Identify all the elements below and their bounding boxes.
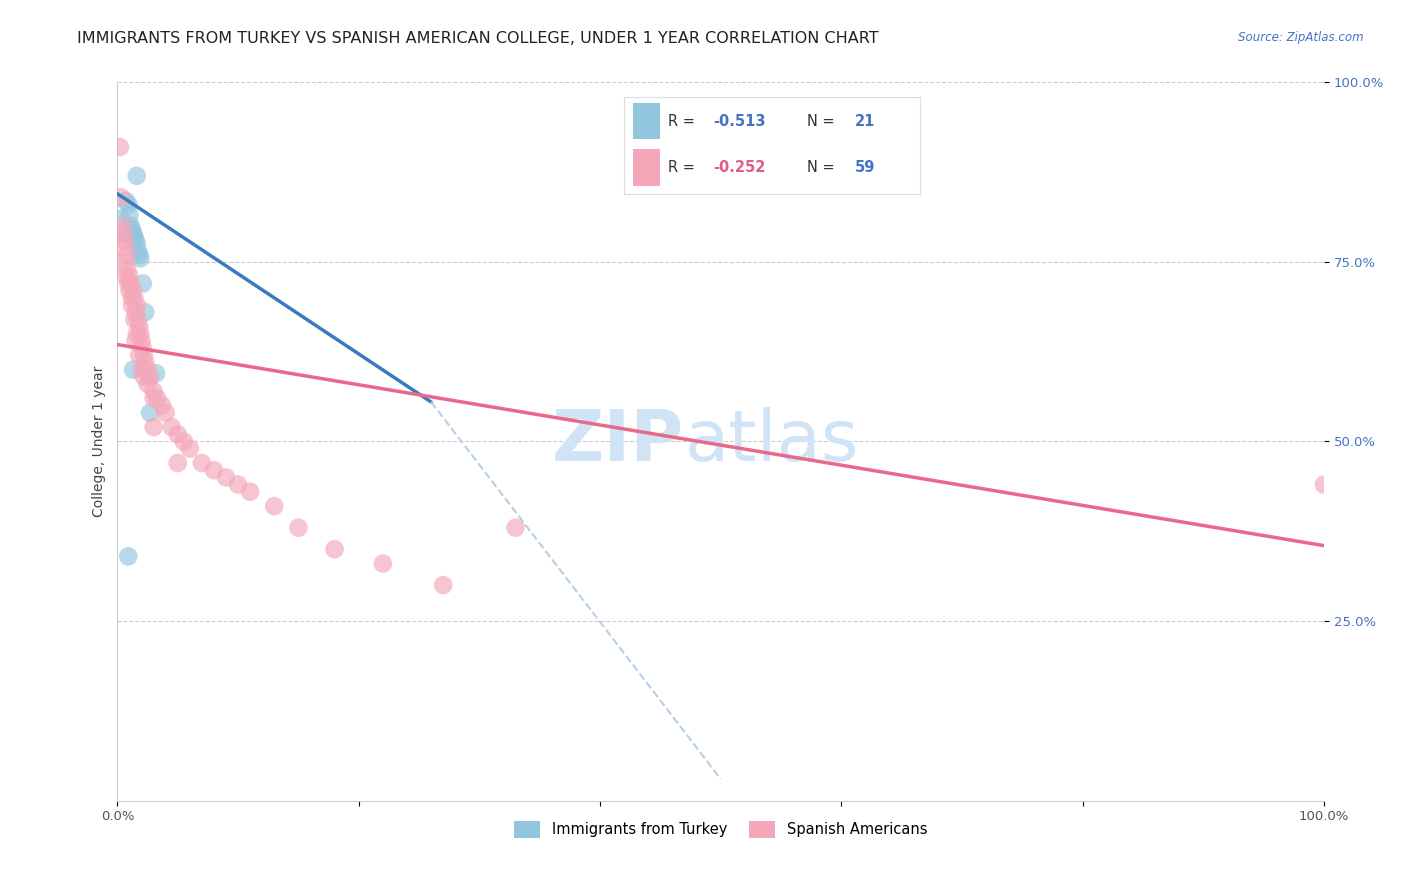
Point xyxy=(132,277,155,291)
Point xyxy=(115,194,138,208)
Point xyxy=(1313,477,1336,491)
Point xyxy=(111,226,134,240)
Point xyxy=(145,366,167,380)
Point xyxy=(128,319,150,334)
Text: Source: ZipAtlas.com: Source: ZipAtlas.com xyxy=(1239,31,1364,45)
Point xyxy=(124,230,146,244)
Point xyxy=(124,334,146,348)
Point xyxy=(117,277,139,291)
Point xyxy=(124,305,146,319)
Point xyxy=(115,269,138,284)
Point xyxy=(160,420,183,434)
Point xyxy=(121,222,143,236)
Point xyxy=(115,262,138,277)
Point xyxy=(125,237,148,252)
Point xyxy=(112,241,135,255)
Point xyxy=(136,377,159,392)
Point xyxy=(114,255,136,269)
Point xyxy=(120,277,142,291)
Point xyxy=(132,341,155,355)
Point xyxy=(127,244,149,259)
Point xyxy=(117,549,139,564)
Legend: Immigrants from Turkey, Spanish Americans: Immigrants from Turkey, Spanish American… xyxy=(508,815,934,844)
Point xyxy=(142,420,165,434)
Point xyxy=(112,226,135,240)
Point xyxy=(121,291,143,305)
Point xyxy=(146,392,169,406)
Point xyxy=(114,234,136,248)
Point xyxy=(127,312,149,326)
Point xyxy=(122,226,145,240)
Point xyxy=(122,284,145,298)
Point xyxy=(139,369,162,384)
Point xyxy=(118,269,141,284)
Point xyxy=(142,392,165,406)
Point xyxy=(125,326,148,341)
Point xyxy=(191,456,214,470)
Point xyxy=(155,406,177,420)
Point xyxy=(134,355,156,369)
Point xyxy=(115,248,138,262)
Point xyxy=(118,208,141,222)
Point xyxy=(121,298,143,312)
Point xyxy=(128,348,150,362)
Point xyxy=(110,211,132,226)
Point xyxy=(131,334,153,348)
Point xyxy=(139,406,162,420)
Point xyxy=(132,369,155,384)
Point xyxy=(505,521,527,535)
Point xyxy=(125,298,148,312)
Text: ZIP: ZIP xyxy=(553,407,685,476)
Point xyxy=(129,326,152,341)
Point xyxy=(131,362,153,376)
Point xyxy=(120,219,142,233)
Point xyxy=(166,456,188,470)
Point xyxy=(323,542,346,557)
Point xyxy=(134,305,156,319)
Point xyxy=(371,557,394,571)
Point xyxy=(124,234,146,248)
Point xyxy=(124,291,146,305)
Point xyxy=(202,463,225,477)
Point xyxy=(128,248,150,262)
Point xyxy=(432,578,454,592)
Point xyxy=(110,190,132,204)
Point xyxy=(122,362,145,376)
Point xyxy=(150,399,173,413)
Point xyxy=(124,312,146,326)
Point xyxy=(108,140,131,154)
Text: atlas: atlas xyxy=(685,407,859,476)
Point xyxy=(142,384,165,399)
Point xyxy=(173,434,195,449)
Point xyxy=(118,284,141,298)
Point xyxy=(111,219,134,233)
Point xyxy=(129,252,152,266)
Point xyxy=(215,470,238,484)
Point xyxy=(239,484,262,499)
Y-axis label: College, Under 1 year: College, Under 1 year xyxy=(93,366,107,517)
Point xyxy=(287,521,309,535)
Point xyxy=(132,348,155,362)
Text: IMMIGRANTS FROM TURKEY VS SPANISH AMERICAN COLLEGE, UNDER 1 YEAR CORRELATION CHA: IMMIGRANTS FROM TURKEY VS SPANISH AMERIC… xyxy=(77,31,879,46)
Point xyxy=(263,499,285,513)
Point xyxy=(179,442,201,456)
Point xyxy=(136,362,159,376)
Point xyxy=(166,427,188,442)
Point xyxy=(117,197,139,211)
Point xyxy=(125,169,148,183)
Point xyxy=(226,477,249,491)
